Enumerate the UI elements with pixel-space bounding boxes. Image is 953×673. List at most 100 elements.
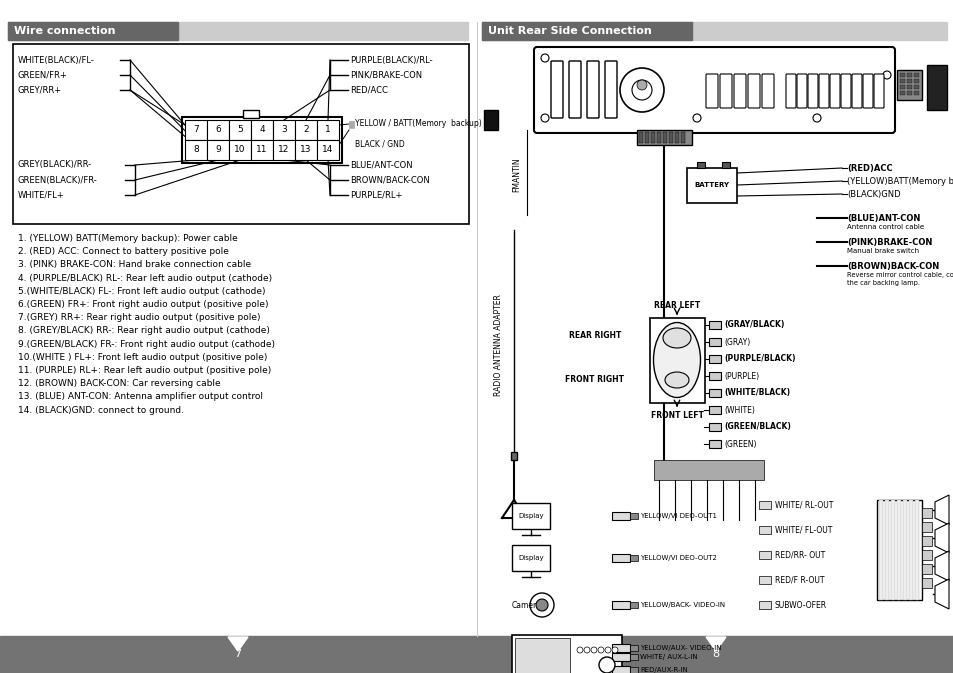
Text: WHITE(BLACK)/FL-: WHITE(BLACK)/FL- (18, 55, 94, 65)
FancyBboxPatch shape (705, 74, 718, 108)
Text: 2: 2 (303, 125, 309, 135)
Bar (185, 140, 207, 160)
Text: YELLOW/BACK- VIDEO-IN: YELLOW/BACK- VIDEO-IN (639, 602, 724, 608)
Text: GREY/RR+: GREY/RR+ (18, 85, 62, 94)
FancyBboxPatch shape (568, 61, 580, 118)
Text: YELLOW / BATT(Memory  backup): YELLOW / BATT(Memory backup) (355, 120, 481, 129)
Circle shape (612, 647, 618, 653)
Circle shape (536, 599, 547, 611)
Text: RED/ACC: RED/ACC (350, 85, 388, 94)
Bar (921, 578, 931, 588)
Text: PURPLE(BLACK)/RL-: PURPLE(BLACK)/RL- (350, 55, 432, 65)
Bar (273, 120, 294, 140)
Bar (708, 440, 720, 448)
Bar (759, 501, 770, 509)
Bar (680, 132, 684, 143)
Text: 8: 8 (712, 649, 719, 659)
Bar (759, 576, 770, 584)
Bar (349, 121, 354, 128)
FancyBboxPatch shape (841, 74, 850, 108)
Text: Display: Display (517, 513, 543, 519)
Circle shape (590, 647, 597, 653)
Text: 13. (BLUE) ANT-CON: Antenna amplifier output control: 13. (BLUE) ANT-CON: Antenna amplifier ou… (18, 392, 263, 401)
Bar (668, 132, 672, 143)
Text: (WHITE/BLACK): (WHITE/BLACK) (723, 388, 789, 398)
Text: SUBWO-OFER: SUBWO-OFER (774, 600, 826, 610)
Text: 10: 10 (234, 145, 246, 155)
Text: YELLOW/VI DEO-OUT1: YELLOW/VI DEO-OUT1 (639, 513, 717, 519)
Text: REAR LEFT: REAR LEFT (653, 302, 700, 310)
Bar (906, 91, 911, 95)
Text: WHITE/FL+: WHITE/FL+ (18, 190, 65, 199)
Bar (759, 601, 770, 609)
Bar (294, 140, 316, 160)
Bar (708, 423, 720, 431)
Bar (908, 500, 912, 600)
Circle shape (583, 647, 589, 653)
Text: YELLOW/VI DEO-OUT2: YELLOW/VI DEO-OUT2 (639, 555, 716, 561)
Bar (612, 554, 629, 562)
Bar (899, 91, 904, 95)
Text: (GRAY): (GRAY) (723, 337, 749, 347)
Text: 1. (YELLOW) BATT(Memory backup): Power cable: 1. (YELLOW) BATT(Memory backup): Power c… (18, 234, 237, 243)
FancyBboxPatch shape (862, 74, 872, 108)
Bar (316, 120, 338, 140)
Text: GREEN(BLACK)/FR-: GREEN(BLACK)/FR- (18, 176, 97, 184)
Text: REAR RIGHT: REAR RIGHT (568, 330, 620, 339)
Text: PURPLE/RL+: PURPLE/RL+ (350, 190, 402, 199)
Bar (896, 500, 900, 600)
Text: 1: 1 (325, 125, 331, 135)
Text: 9: 9 (214, 145, 221, 155)
Text: 6.(GREEN) FR+: Front right audio output (positive pole): 6.(GREEN) FR+: Front right audio output … (18, 300, 268, 309)
Text: FRONT LEFT: FRONT LEFT (650, 411, 702, 421)
Bar (708, 372, 720, 380)
Text: 12: 12 (278, 145, 290, 155)
Bar (759, 526, 770, 534)
Bar (654, 460, 763, 480)
Text: RED/RR- OUT: RED/RR- OUT (774, 551, 824, 559)
Bar (629, 654, 638, 660)
FancyBboxPatch shape (807, 74, 817, 108)
Text: RED/AUX-R-IN: RED/AUX-R-IN (639, 667, 687, 673)
Bar (899, 85, 904, 89)
Text: (BLUE)ANT-CON: (BLUE)ANT-CON (846, 213, 920, 223)
Text: WHITE/ FL-OUT: WHITE/ FL-OUT (774, 526, 832, 534)
Bar (896, 70, 921, 100)
Bar (637, 130, 691, 145)
Circle shape (598, 657, 615, 673)
Text: 6: 6 (214, 125, 221, 135)
Text: (GRAY/BLACK): (GRAY/BLACK) (723, 320, 783, 330)
Bar (708, 321, 720, 329)
Text: PINK/BRAKE-CON: PINK/BRAKE-CON (350, 71, 421, 79)
Text: (RED)ACC: (RED)ACC (846, 164, 892, 172)
Circle shape (598, 647, 603, 653)
Text: 7.(GREY) RR+: Rear right audio output (positive pole): 7.(GREY) RR+: Rear right audio output (p… (18, 313, 260, 322)
FancyBboxPatch shape (747, 74, 760, 108)
Bar (890, 500, 894, 600)
Bar (906, 85, 911, 89)
Text: (WHITE): (WHITE) (723, 406, 754, 415)
Bar (899, 79, 904, 83)
Text: FMANTIN: FMANTIN (512, 157, 521, 192)
Polygon shape (934, 551, 948, 581)
Text: 4. (PURPLE/BLACK) RL-: Rear left audio output (cathode): 4. (PURPLE/BLACK) RL-: Rear left audio o… (18, 274, 272, 283)
Text: 14. (BLACK)GND: connect to ground.: 14. (BLACK)GND: connect to ground. (18, 406, 184, 415)
Text: Unit Rear Side Connection: Unit Rear Side Connection (488, 26, 651, 36)
Text: Antenna control cable: Antenna control cable (846, 224, 923, 230)
FancyBboxPatch shape (586, 61, 598, 118)
Text: 3: 3 (281, 125, 287, 135)
Bar (913, 73, 918, 77)
FancyBboxPatch shape (761, 74, 773, 108)
Text: 2. (RED) ACC: Connect to battery positive pole: 2. (RED) ACC: Connect to battery positiv… (18, 247, 229, 256)
FancyBboxPatch shape (851, 74, 862, 108)
Bar (708, 406, 720, 414)
Bar (316, 140, 338, 160)
Bar (251, 120, 273, 140)
FancyBboxPatch shape (604, 61, 617, 118)
Text: 5: 5 (237, 125, 243, 135)
Bar (612, 644, 629, 652)
FancyBboxPatch shape (829, 74, 840, 108)
FancyBboxPatch shape (733, 74, 745, 108)
FancyBboxPatch shape (720, 74, 731, 108)
Bar (273, 140, 294, 160)
